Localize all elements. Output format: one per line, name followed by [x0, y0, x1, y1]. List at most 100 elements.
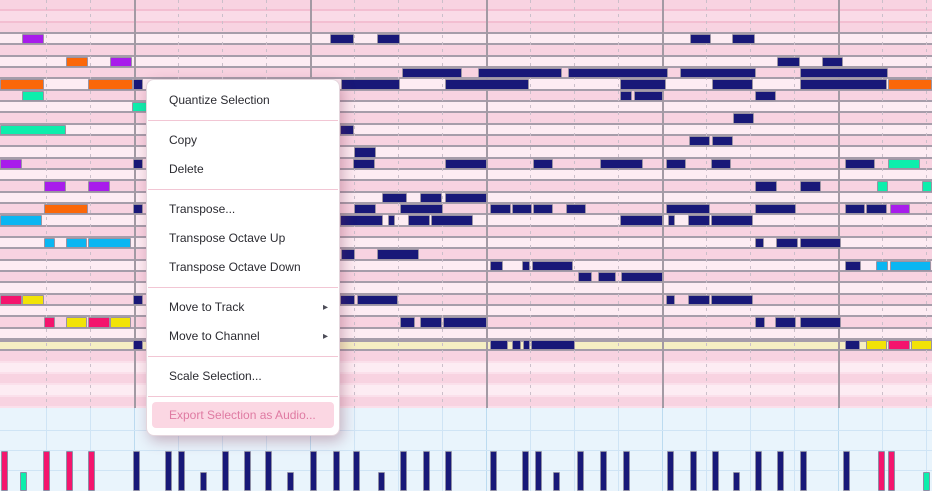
menu-item-move-to-track[interactable]: Move to Track ▸: [147, 293, 339, 322]
velocity-bar[interactable]: [623, 451, 630, 491]
midi-note[interactable]: [478, 67, 562, 79]
velocity-bar[interactable]: [553, 472, 560, 491]
velocity-bar[interactable]: [333, 451, 340, 491]
midi-note[interactable]: [755, 203, 796, 215]
midi-note[interactable]: [890, 203, 910, 215]
midi-note[interactable]: [431, 215, 473, 226]
midi-note[interactable]: [110, 56, 132, 67]
midi-note[interactable]: [88, 237, 131, 249]
midi-note[interactable]: [680, 67, 756, 79]
midi-note[interactable]: [620, 90, 632, 101]
midi-note[interactable]: [490, 260, 503, 271]
midi-note[interactable]: [888, 79, 932, 90]
velocity-bar[interactable]: [66, 451, 73, 491]
menu-item-export-selection-as-audio[interactable]: Export Selection as Audio...: [152, 402, 334, 428]
menu-item-scale-selection[interactable]: Scale Selection...: [147, 362, 339, 391]
velocity-bar[interactable]: [353, 451, 360, 491]
velocity-bar[interactable]: [755, 451, 762, 491]
midi-note[interactable]: [66, 56, 88, 67]
velocity-bar[interactable]: [400, 451, 407, 491]
velocity-bar[interactable]: [535, 451, 542, 491]
midi-note[interactable]: [877, 181, 888, 192]
midi-note[interactable]: [388, 215, 395, 226]
midi-note[interactable]: [0, 158, 22, 169]
velocity-bar[interactable]: [777, 451, 784, 491]
midi-note[interactable]: [341, 79, 400, 90]
midi-note[interactable]: [330, 33, 354, 45]
midi-note[interactable]: [711, 294, 753, 305]
velocity-bar[interactable]: [445, 451, 452, 491]
midi-note[interactable]: [845, 203, 865, 215]
midi-note[interactable]: [531, 339, 575, 351]
midi-note[interactable]: [845, 339, 860, 351]
midi-note[interactable]: [600, 158, 643, 169]
midi-note[interactable]: [66, 317, 87, 328]
midi-note[interactable]: [620, 215, 663, 226]
velocity-bar[interactable]: [133, 451, 140, 491]
midi-note[interactable]: [634, 90, 663, 101]
velocity-bar[interactable]: [923, 472, 930, 491]
midi-note[interactable]: [88, 181, 110, 192]
midi-note[interactable]: [755, 90, 776, 101]
velocity-bar[interactable]: [800, 451, 807, 491]
velocity-bar[interactable]: [378, 472, 385, 491]
midi-note[interactable]: [800, 317, 841, 328]
midi-note[interactable]: [800, 67, 888, 79]
midi-note[interactable]: [443, 317, 487, 328]
midi-note[interactable]: [354, 203, 376, 215]
midi-note[interactable]: [445, 79, 529, 90]
piano-roll[interactable]: [0, 0, 932, 408]
velocity-bar[interactable]: [712, 451, 719, 491]
midi-note[interactable]: [566, 203, 586, 215]
midi-note[interactable]: [578, 271, 592, 283]
midi-note[interactable]: [666, 158, 686, 169]
midi-note[interactable]: [711, 158, 731, 169]
midi-note[interactable]: [689, 135, 710, 147]
menu-item-quantize-selection[interactable]: Quantize Selection: [147, 86, 339, 115]
midi-note[interactable]: [44, 181, 66, 192]
midi-note[interactable]: [445, 158, 487, 169]
midi-note[interactable]: [22, 294, 44, 305]
midi-note[interactable]: [400, 317, 415, 328]
midi-note[interactable]: [866, 203, 887, 215]
midi-note[interactable]: [777, 56, 800, 67]
menu-item-copy[interactable]: Copy: [147, 126, 339, 155]
midi-note[interactable]: [341, 249, 355, 260]
midi-note[interactable]: [408, 215, 430, 226]
midi-note[interactable]: [490, 339, 508, 351]
midi-note[interactable]: [688, 294, 710, 305]
midi-note[interactable]: [0, 79, 44, 90]
midi-note[interactable]: [755, 237, 764, 249]
velocity-bar[interactable]: [490, 451, 497, 491]
midi-note[interactable]: [911, 339, 932, 351]
midi-note[interactable]: [377, 249, 419, 260]
midi-note[interactable]: [866, 339, 887, 351]
midi-note[interactable]: [755, 181, 777, 192]
midi-note[interactable]: [732, 33, 755, 45]
midi-note[interactable]: [568, 67, 668, 79]
midi-note[interactable]: [445, 192, 487, 203]
midi-note[interactable]: [512, 339, 521, 351]
velocity-bar[interactable]: [423, 451, 430, 491]
midi-note[interactable]: [733, 113, 754, 124]
midi-note[interactable]: [377, 33, 400, 45]
midi-note[interactable]: [533, 203, 553, 215]
midi-note[interactable]: [0, 124, 66, 135]
midi-note[interactable]: [523, 339, 530, 351]
velocity-bar[interactable]: [1, 451, 8, 491]
velocity-bar[interactable]: [222, 451, 229, 491]
midi-note[interactable]: [800, 79, 887, 90]
midi-note[interactable]: [382, 192, 407, 203]
midi-note[interactable]: [402, 67, 462, 79]
midi-note[interactable]: [775, 317, 796, 328]
velocity-bar[interactable]: [43, 451, 50, 491]
velocity-bar[interactable]: [878, 451, 885, 491]
menu-item-delete[interactable]: Delete: [147, 155, 339, 184]
midi-note[interactable]: [88, 317, 110, 328]
midi-note[interactable]: [800, 237, 841, 249]
midi-note[interactable]: [688, 215, 710, 226]
midi-note[interactable]: [712, 135, 733, 147]
midi-note[interactable]: [888, 158, 920, 169]
midi-note[interactable]: [340, 124, 354, 135]
midi-note[interactable]: [922, 181, 932, 192]
